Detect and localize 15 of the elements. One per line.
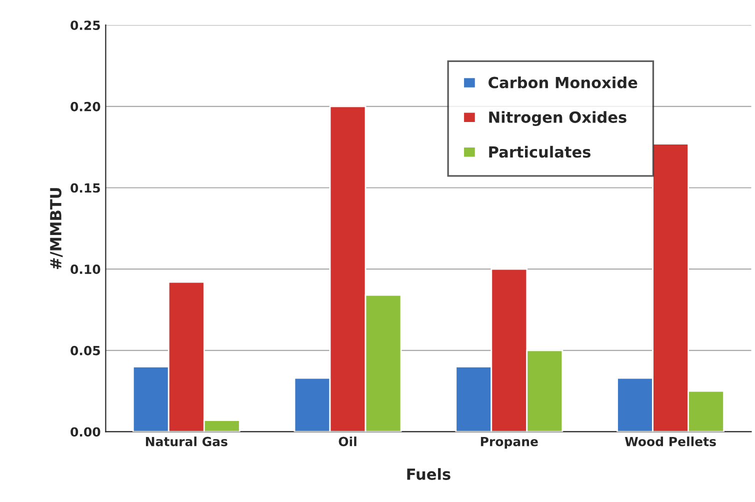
- y-tick-label: 0.20: [70, 102, 100, 112]
- y-tick-label: 0.25: [70, 20, 100, 30]
- x-tick-label: Propane: [480, 436, 538, 449]
- x-tick-label: Wood Pellets: [624, 436, 716, 446]
- legend-label: Particulates: [489, 146, 590, 158]
- y-tick-label: 0.05: [70, 346, 100, 356]
- y-tick-label: 0.15: [70, 183, 100, 193]
- legend-label: Carbon Monoxide: [488, 76, 638, 88]
- y-tick-label: 0.10: [70, 264, 100, 274]
- x-tick-label: Oil: [338, 436, 356, 446]
- y-axis-title: #/MMBTU: [50, 188, 63, 270]
- y-tick-label: 0.00: [70, 427, 100, 437]
- x-axis-title: Fuels: [407, 468, 450, 480]
- legend-label: Nitrogen Oxides: [489, 111, 626, 126]
- x-tick-label: Natural Gas: [146, 436, 228, 446]
